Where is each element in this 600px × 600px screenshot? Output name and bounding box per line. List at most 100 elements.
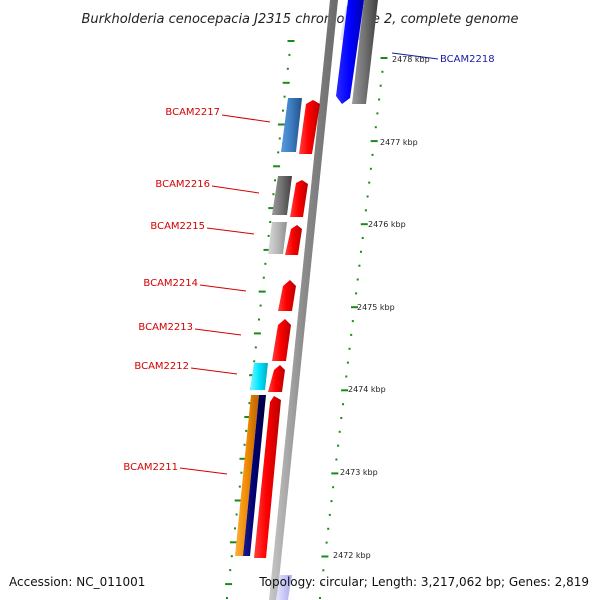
gene-bcam2216-arrow <box>290 180 308 217</box>
right-track-minor-tick <box>320 583 323 586</box>
kbp-label-2473: 2473 kbp <box>340 468 378 477</box>
right-track-minor-tick <box>330 500 333 503</box>
gene-bcam2213[interactable] <box>272 319 291 361</box>
gene-bcam2211-strip-navy <box>243 395 266 556</box>
right-track-minor-tick <box>368 181 371 184</box>
right-track-minor-tick <box>376 112 379 115</box>
right-track-minor-tick <box>340 417 343 419</box>
gene-label-bcam2216[interactable]: BCAM2216 <box>155 179 210 190</box>
right-track-minor-tick <box>361 237 364 239</box>
kbp-label-2478: 2478 kbp <box>392 55 430 64</box>
gene-label-bcam2211[interactable]: BCAM2211 <box>123 462 178 473</box>
right-track-minor-tick <box>325 541 328 544</box>
left-track-minor-tick <box>240 471 243 474</box>
gene-label-bcam2213[interactable]: BCAM2213 <box>138 322 193 333</box>
genome-backbone <box>269 0 338 600</box>
left-track-minor-tick <box>262 276 265 279</box>
gene-bcam2211-arrow <box>254 396 281 558</box>
right-track-minor-tick <box>337 444 340 447</box>
left-track-major-tick <box>234 499 242 502</box>
kbp-label-2475: 2475 kbp <box>357 303 395 312</box>
gene-bcam2216[interactable] <box>272 176 308 217</box>
gene-bcam2216-strip <box>272 176 292 215</box>
leader-line-bcam2211 <box>179 467 228 475</box>
left-track-minor-tick <box>234 527 236 530</box>
left-track-minor-tick <box>288 53 291 56</box>
right-track-minor-tick <box>327 527 330 530</box>
gene-label-bcam2218[interactable]: BCAM2218 <box>440 54 495 65</box>
right-track-minor-tick <box>374 126 377 129</box>
gene-bcam2214-arrow <box>278 280 296 311</box>
left-track-major-tick <box>239 457 247 460</box>
left-track-minor-tick <box>243 443 246 446</box>
left-track-major-tick <box>268 207 276 210</box>
accession-text: Accession: NC_011001 <box>9 575 145 589</box>
gene-bcam2218[interactable] <box>336 0 378 104</box>
gene-labels: BCAM2218 BCAM2217 BCAM2216 BCAM2215 BCAM… <box>123 52 495 475</box>
leader-line-bcam2218 <box>391 52 439 60</box>
left-track-minor-tick <box>245 429 248 432</box>
right-track-minor-tick <box>322 569 325 572</box>
right-track-minor-tick <box>355 292 358 295</box>
left-track-minor-tick <box>272 193 275 196</box>
left-track-major-tick <box>253 332 261 335</box>
right-track-minor-tick <box>360 250 362 253</box>
leader-line-bcam2217 <box>221 114 271 123</box>
gene-bcam2215[interactable] <box>268 222 302 255</box>
left-track-minor-tick <box>267 234 270 237</box>
right-track-minor-tick <box>345 375 348 378</box>
right-track-minor-tick <box>328 513 331 516</box>
left-track-major-tick <box>263 248 271 251</box>
left-track-minor-tick <box>269 221 272 223</box>
right-track-major-tick <box>380 57 388 59</box>
left-track-minor-tick <box>259 304 262 307</box>
lavender-feature-bottom <box>276 575 292 600</box>
leader-line-bcam2212 <box>190 367 238 375</box>
tick-track-right <box>319 57 388 599</box>
right-track-minor-tick <box>346 361 349 364</box>
right-track-minor-tick <box>364 209 367 212</box>
right-track-minor-tick <box>342 403 344 406</box>
left-track-major-tick <box>277 123 285 126</box>
gene-bcam2211-strip-orange <box>235 395 259 556</box>
right-track-minor-tick <box>379 84 382 87</box>
left-track-minor-tick <box>229 569 232 572</box>
gene-bcam2214[interactable] <box>278 280 296 311</box>
right-track-minor-tick <box>332 486 335 489</box>
right-track-major-tick <box>370 140 378 143</box>
right-track-minor-tick <box>350 333 353 336</box>
right-track-minor-tick <box>319 597 321 599</box>
left-track-minor-tick <box>286 67 289 70</box>
gene-bcam2218-strip <box>352 0 378 104</box>
right-track-major-tick <box>331 472 339 475</box>
topology-text: Topology: circular; Length: 3,217,062 bp… <box>258 575 589 589</box>
right-track-minor-tick <box>371 153 374 156</box>
left-track-major-tick <box>229 541 237 544</box>
kbp-label-2472: 2472 kbp <box>333 551 371 560</box>
gene-label-bcam2214[interactable]: BCAM2214 <box>143 278 198 289</box>
right-track-minor-tick <box>356 278 359 281</box>
gene-label-bcam2212[interactable]: BCAM2212 <box>134 361 189 372</box>
gene-label-bcam2217[interactable]: BCAM2217 <box>165 107 220 118</box>
left-track-minor-tick <box>230 555 233 558</box>
left-track-minor-tick <box>264 262 267 265</box>
gene-label-bcam2215[interactable]: BCAM2215 <box>150 221 205 232</box>
left-track-major-tick <box>282 81 290 84</box>
gene-bcam2212[interactable] <box>250 363 285 392</box>
right-track-minor-tick <box>348 347 351 350</box>
right-track-minor-tick <box>351 320 354 323</box>
left-track-major-tick <box>225 583 233 586</box>
left-track-major-tick <box>258 290 266 293</box>
kbp-label-2476: 2476 kbp <box>368 220 406 229</box>
map-title: Burkholderia cenocepacia J2315 chromosom… <box>81 12 518 27</box>
right-track-minor-tick <box>381 70 384 73</box>
left-track-minor-tick <box>238 485 241 488</box>
kbp-label-2477: 2477 kbp <box>380 138 418 147</box>
gene-bcam2217[interactable] <box>281 98 320 154</box>
gene-bcam2211[interactable] <box>235 395 281 558</box>
left-track-major-tick <box>287 40 295 42</box>
right-track-major-tick <box>321 555 329 558</box>
left-track-minor-tick <box>253 360 256 363</box>
left-track-minor-tick <box>278 137 281 140</box>
